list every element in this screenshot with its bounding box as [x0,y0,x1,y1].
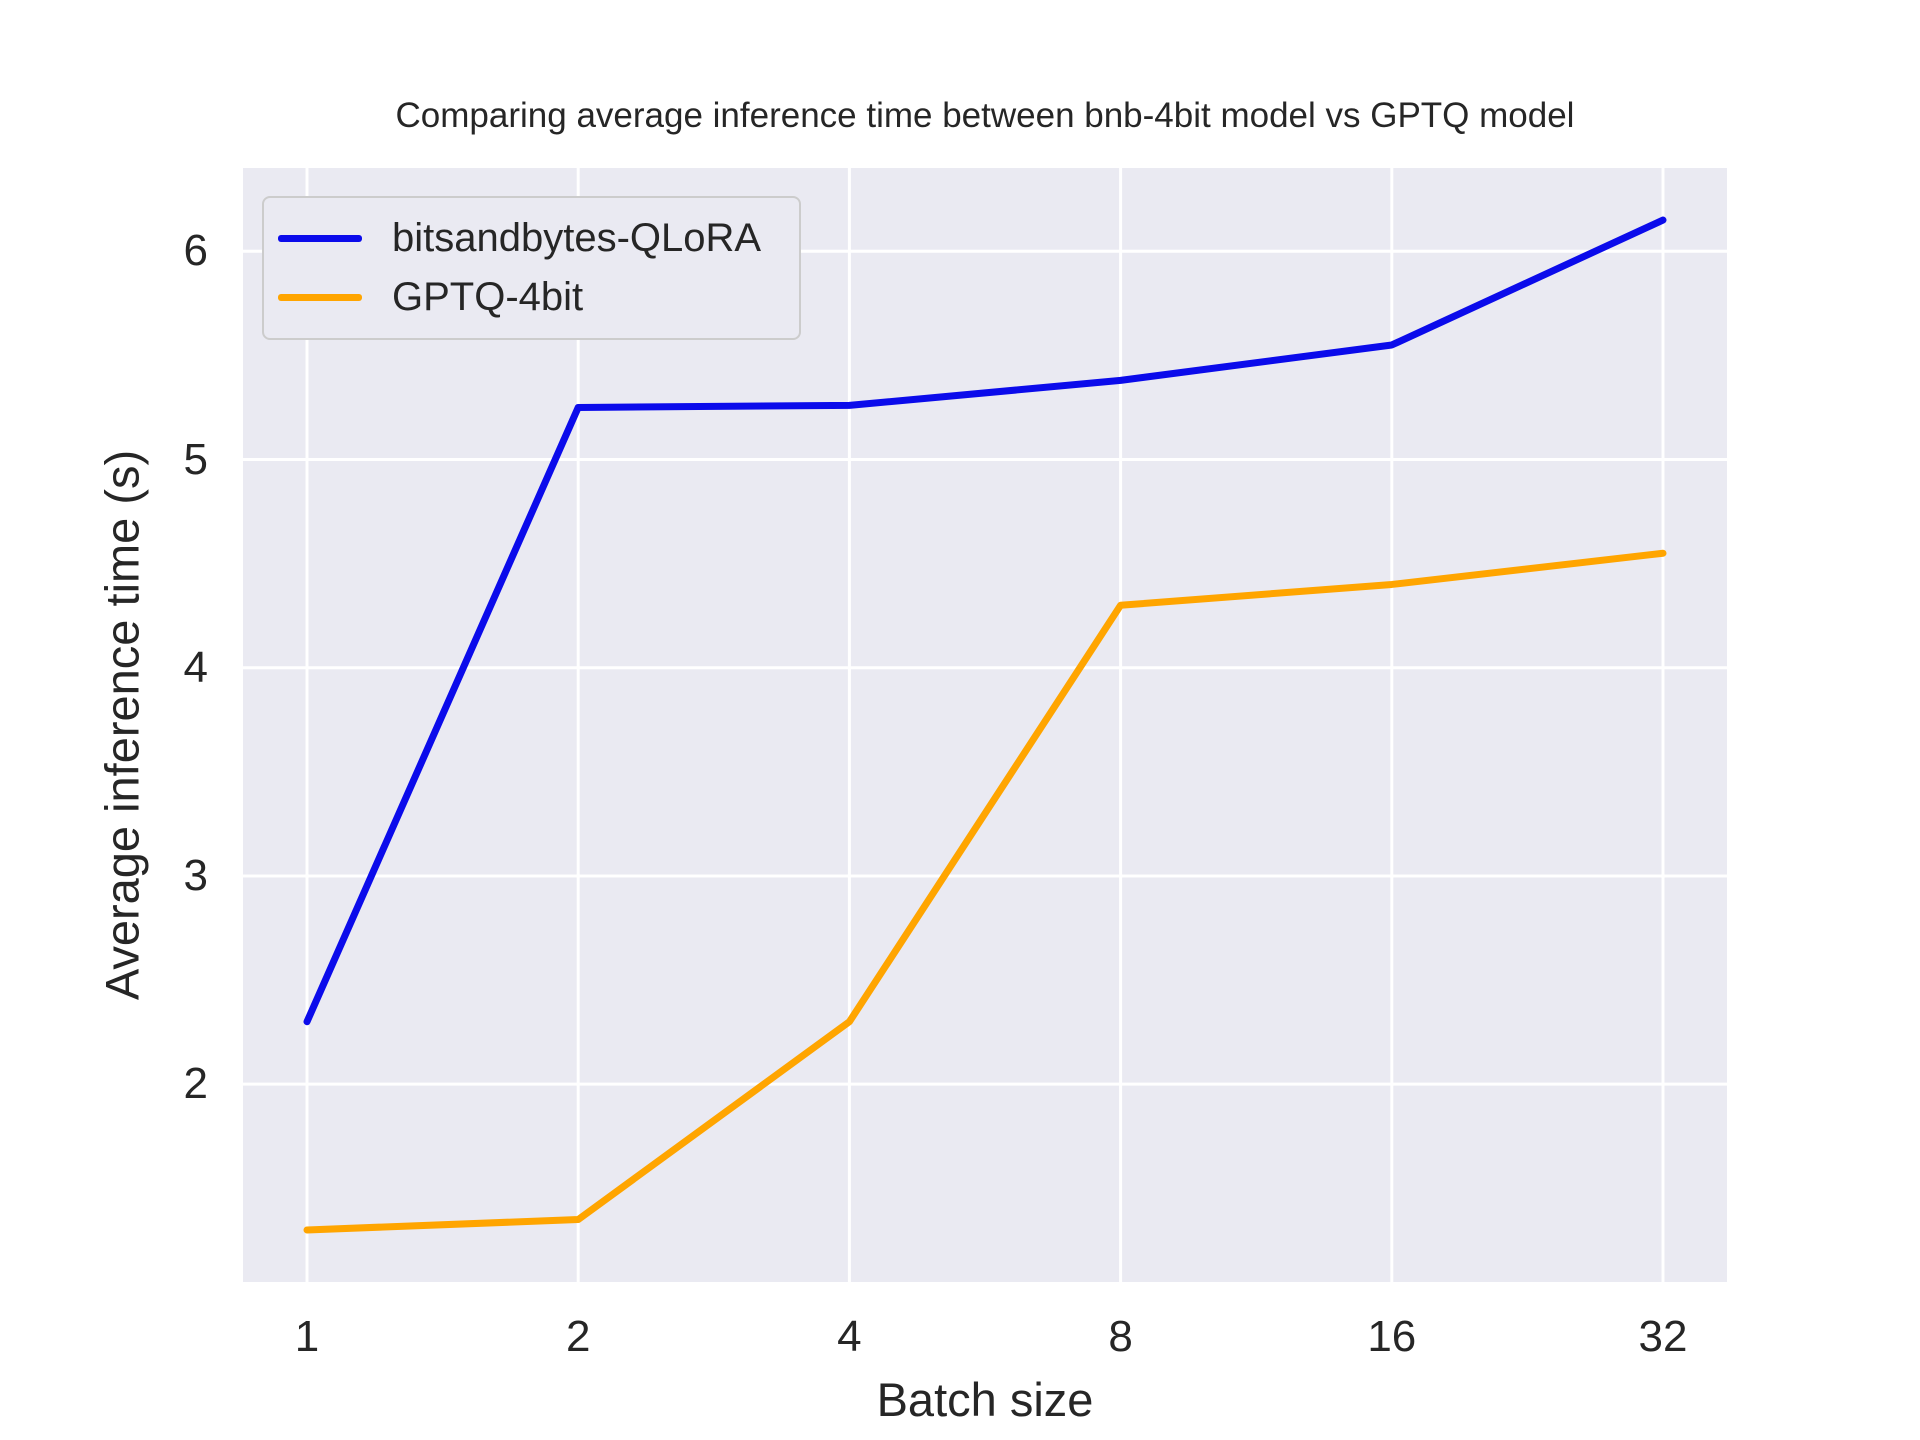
legend-entry-bitsandbytes-qlora: bitsandbytes-QLoRA [278,216,761,261]
y-tick-label: 3 [183,850,208,900]
y-tick-label: 2 [183,1059,208,1109]
gridlines [243,168,1727,1282]
x-tick-label: 16 [1367,1312,1417,1361]
legend-entry-gptq-4bit: GPTQ-4bit [278,275,761,320]
plot-background [243,168,1727,1282]
y-tick-label: 4 [183,642,208,692]
y-tick-label: 5 [183,434,208,484]
legend-line-sample-blue [278,235,362,242]
legend-line-sample-orange [278,294,362,301]
x-tick-label: 1 [294,1312,320,1361]
y-axis-label: Average inference time (s) [95,449,149,1001]
legend-label: bitsandbytes-QLoRA [392,216,762,260]
x-tick-label: 8 [1108,1312,1133,1361]
x-tick-label: 4 [837,1312,862,1361]
series-line-gptq-4bit [303,549,1667,1234]
legend-label: GPTQ-4bit [392,275,584,319]
x-tick-label: 32 [1638,1312,1688,1361]
y-tick-label: 6 [183,226,208,276]
legend: bitsandbytes-QLoRA GPTQ-4bit [262,196,802,340]
series-line-bitsandbytes-qlora [303,216,1667,1026]
x-axis-label: Batch size [876,1373,1094,1426]
chart-title: Comparing average inference time between… [395,96,1575,135]
x-tick-label: 2 [565,1312,591,1361]
